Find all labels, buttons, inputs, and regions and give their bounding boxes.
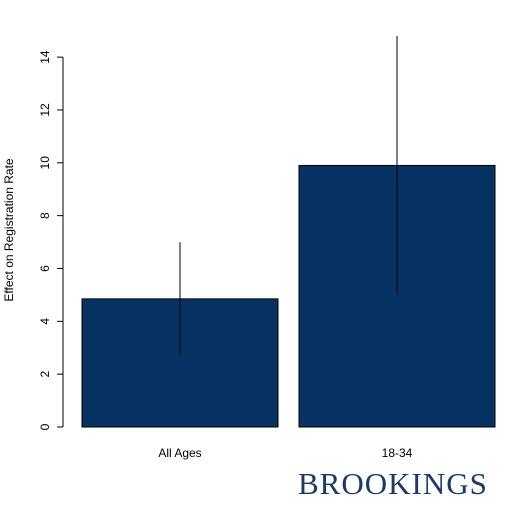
y-tick-label: 6 [38, 265, 52, 272]
category-label: 18-34 [382, 446, 413, 460]
category-labels: All Ages 18-34 [158, 446, 412, 460]
y-ticks: 0 2 4 6 8 10 12 14 [38, 50, 63, 430]
y-tick-label: 14 [38, 50, 52, 64]
y-axis-label: Effect on Registration Rate [2, 158, 16, 302]
category-label: All Ages [158, 446, 201, 460]
y-tick-label: 0 [38, 423, 52, 430]
bars [81, 164, 496, 428]
error-bars [179, 36, 398, 356]
y-tick-label: 4 [38, 318, 52, 325]
brookings-logo: BROOKINGS [298, 466, 488, 501]
y-tick-label: 2 [38, 371, 52, 378]
y-tick-label: 8 [38, 212, 52, 219]
y-tick-label: 12 [38, 103, 52, 117]
y-tick-label: 10 [38, 156, 52, 170]
